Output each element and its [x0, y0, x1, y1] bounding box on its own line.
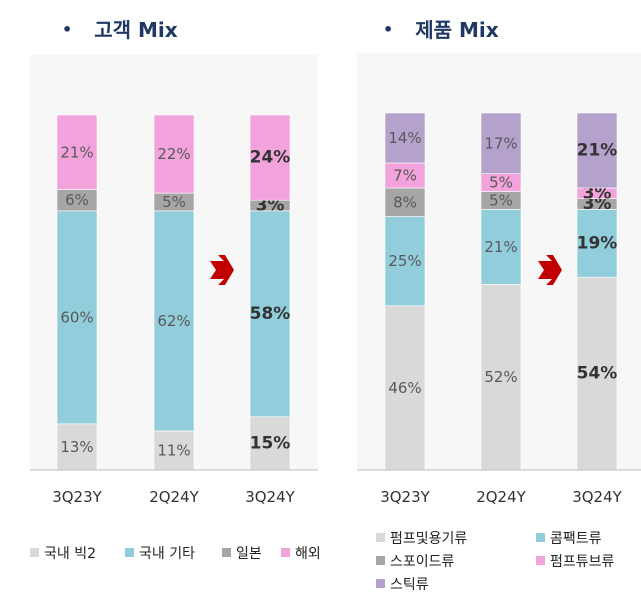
title-bullet: •	[383, 20, 394, 39]
data-label: 25%	[388, 252, 421, 270]
bar-segment	[153, 210, 195, 432]
bar-segment	[384, 112, 426, 164]
legend-item: 스틱류	[376, 574, 429, 594]
bar-segment	[384, 216, 426, 307]
bar-segment	[384, 187, 426, 217]
bar-segment	[153, 430, 195, 471]
data-label: 17%	[484, 134, 517, 152]
x-tick-label: 3Q23Y	[380, 488, 430, 506]
product-mix-title: • 제품 Mix	[383, 14, 499, 43]
legend-swatch	[376, 579, 385, 588]
legend-item: 펌프튜브류	[536, 551, 614, 571]
legend-swatch	[536, 556, 545, 565]
legend-swatch	[30, 548, 39, 557]
bar-segment	[249, 114, 291, 201]
legend-label: 국내 기타	[139, 546, 195, 562]
data-label: 60%	[60, 308, 93, 326]
bar-segment	[576, 112, 618, 189]
bar-segment	[153, 114, 195, 194]
data-label: 54%	[577, 364, 618, 384]
legend-label: 국내 빅2	[44, 546, 96, 562]
data-label: 22%	[157, 145, 190, 163]
highlight-arrow-icon	[538, 255, 562, 285]
bar-segment	[480, 284, 522, 471]
data-label: 52%	[484, 368, 517, 386]
data-label: 5%	[489, 191, 513, 209]
legend-label: 스틱류	[390, 577, 429, 593]
customer-mix-title-text: 고객 Mix	[94, 18, 178, 42]
legend-item: 콤팩트류	[536, 528, 602, 548]
highlight-arrow-icon	[210, 255, 234, 285]
data-label: 11%	[157, 441, 190, 459]
bar-segment	[56, 114, 98, 190]
bar-segment	[576, 209, 618, 278]
data-label: 21%	[577, 140, 618, 160]
product-mix-title-text: 제품 Mix	[415, 18, 499, 42]
x-tick-label: 3Q24Y	[245, 488, 295, 506]
data-label: 58%	[250, 304, 291, 324]
legend-swatch	[536, 533, 545, 542]
data-label: 3%	[256, 196, 285, 216]
data-label: 15%	[250, 433, 291, 453]
legend-label: 펌프및용기류	[390, 531, 468, 547]
legend-label: 스포이드류	[390, 554, 455, 570]
legend-item: 국내 빅2	[30, 543, 96, 563]
bar-segment	[384, 305, 426, 471]
x-tick-label: 3Q24Y	[572, 488, 622, 506]
legend-item: 펌프및용기류	[376, 528, 467, 548]
legend-label: 펌프튜브류	[550, 554, 615, 570]
legend-item: 스포이드류	[376, 551, 454, 571]
legend-swatch	[222, 548, 231, 557]
x-tick-label: 2Q24Y	[149, 488, 199, 506]
data-label: 14%	[388, 129, 421, 147]
x-tick-label: 2Q24Y	[476, 488, 526, 506]
data-label: 46%	[388, 379, 421, 397]
legend-swatch	[281, 548, 290, 557]
data-label: 6%	[65, 191, 89, 209]
legend-label: 해외	[295, 546, 321, 562]
legend-label: 콤팩트류	[550, 531, 602, 547]
data-label: 8%	[393, 193, 417, 211]
bar-segment	[576, 276, 618, 471]
legend-item: 해외	[281, 543, 321, 563]
bar-segment	[384, 162, 426, 189]
data-label: 21%	[60, 143, 93, 161]
x-tick-label: 3Q23Y	[52, 488, 102, 506]
data-label: 62%	[157, 312, 190, 330]
data-label: 3%	[583, 183, 612, 203]
bar-segment	[249, 210, 291, 418]
data-label: 24%	[250, 148, 291, 168]
title-bullet: •	[62, 20, 73, 39]
customer-mix-title: • 고객 Mix	[62, 14, 178, 43]
data-label: 7%	[393, 166, 417, 184]
bar-segment	[56, 210, 98, 425]
legend-swatch	[376, 533, 385, 542]
legend-label: 일본	[236, 546, 262, 562]
data-label: 5%	[489, 174, 513, 192]
legend-swatch	[376, 556, 385, 565]
bar-segment	[480, 112, 522, 174]
data-label: 3%	[583, 194, 612, 214]
data-label: 21%	[484, 238, 517, 256]
data-label: 19%	[577, 233, 618, 253]
data-label: 5%	[162, 193, 186, 211]
legend-swatch	[125, 548, 134, 557]
legend-item: 국내 기타	[125, 543, 195, 563]
data-label: 13%	[60, 438, 93, 456]
legend-item: 일본	[222, 543, 262, 563]
